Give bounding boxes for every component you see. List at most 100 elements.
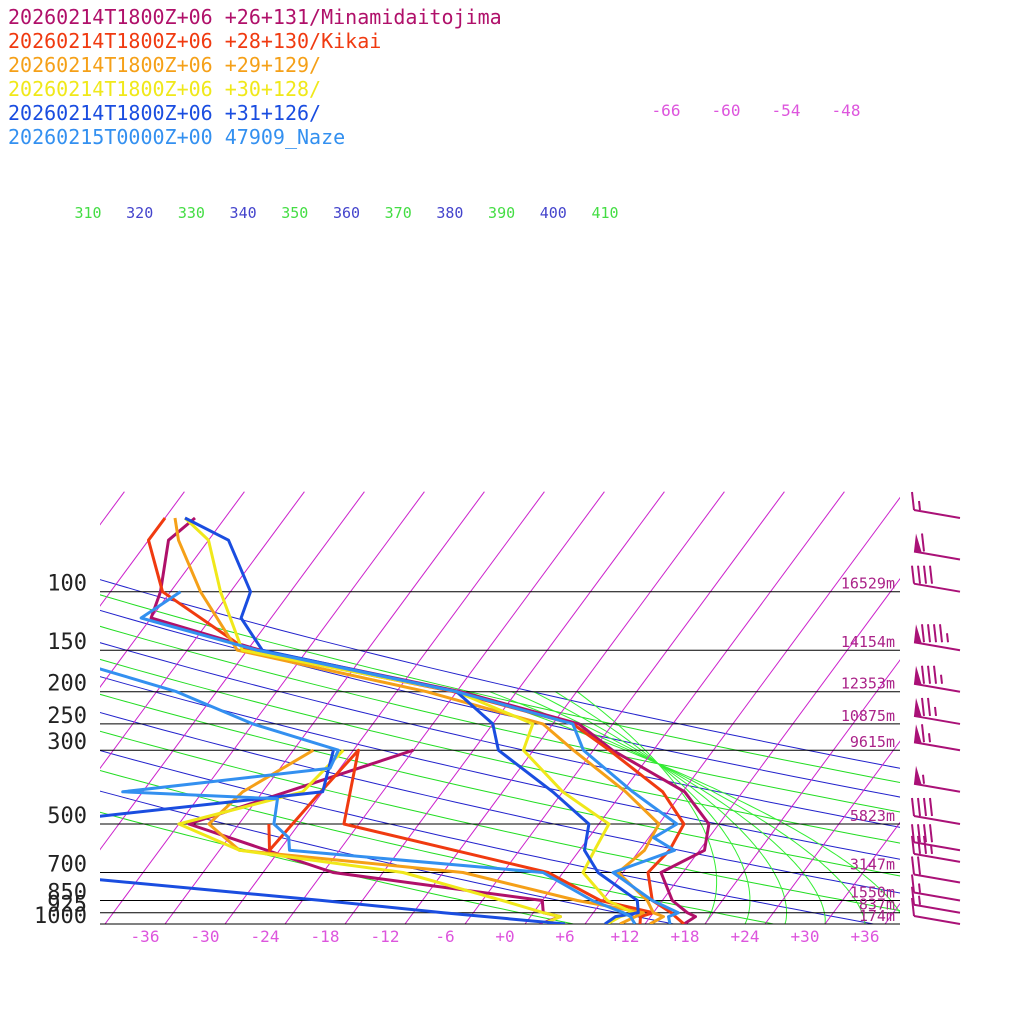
- pressure-label: 200: [47, 672, 87, 697]
- isotherm-line: [1005, 492, 1024, 924]
- pressure-label: 500: [47, 804, 87, 829]
- legend-entry: 20260214T1800Z+06 +30+128/: [8, 77, 321, 101]
- wind-barb: [911, 797, 961, 825]
- x-tick-label: +36: [851, 927, 880, 946]
- wind-barb: [911, 565, 961, 593]
- x-tick-label: -24: [251, 927, 280, 946]
- pressure-label: 1000: [34, 904, 87, 929]
- top-temp-label: -60: [712, 101, 741, 120]
- isotherm-line: [100, 491, 245, 688]
- temperature-profile: [139, 590, 680, 924]
- isotherm-line: [464, 491, 785, 924]
- theta-label: 350: [281, 204, 308, 222]
- wind-barb: [913, 724, 961, 752]
- x-tick-label: -36: [131, 927, 160, 946]
- dewpoint-profile: [100, 667, 637, 924]
- legend-entry: 20260214T1800Z+06 +28+130/Kikai: [8, 29, 381, 53]
- x-tick-label: +0: [495, 927, 514, 946]
- dry-adiabat-line: [100, 609, 900, 798]
- isotherm-line: [164, 491, 485, 924]
- dry-adiabat-line: [100, 693, 900, 877]
- theta-label: 330: [178, 204, 205, 222]
- theta-label: 390: [488, 204, 515, 222]
- isotherm-line: [100, 491, 365, 851]
- pressure-label: 100: [47, 572, 87, 597]
- height-label: 10875m: [841, 707, 895, 725]
- temperature-profile: [147, 517, 686, 924]
- theta-label: 380: [436, 204, 463, 222]
- dry-adiabat-line: [100, 594, 900, 784]
- theta-label: 370: [385, 204, 412, 222]
- wind-barb: [913, 533, 961, 561]
- height-label: 1550m: [850, 884, 895, 902]
- wind-barb: [911, 824, 961, 852]
- temperature-profile: [149, 516, 711, 924]
- pressure-label: 300: [47, 730, 87, 755]
- dry-adiabat-line: [100, 811, 577, 924]
- theta-label: 410: [591, 204, 618, 222]
- wind-barb: [911, 897, 961, 925]
- dry-adiabat-line: [100, 658, 900, 844]
- dry-adiabat-line: [100, 579, 900, 769]
- isotherm-line: [284, 491, 605, 924]
- height-label: 5823m: [850, 807, 895, 825]
- isotherm-line: [344, 491, 665, 924]
- pressure-label: 250: [47, 704, 87, 729]
- x-tick-label: +18: [671, 927, 700, 946]
- top-temp-label: -66: [652, 101, 681, 120]
- x-tick-label: +24: [731, 927, 760, 946]
- temperature-profile: [173, 517, 665, 924]
- isotherm-line: [764, 740, 900, 924]
- isotherm-line: [704, 659, 900, 924]
- wind-barb: [911, 491, 961, 519]
- x-tick-label: +30: [791, 927, 820, 946]
- x-tick-label: +6: [555, 927, 574, 946]
- dry-adiabat-line: [100, 750, 877, 924]
- wind-barb: [911, 856, 961, 884]
- moist-adiabat-line: [467, 691, 900, 914]
- x-tick-label: -30: [191, 927, 220, 946]
- x-tick-label: -18: [311, 927, 340, 946]
- isotherm-line: [884, 902, 900, 924]
- height-label: 14154m: [841, 633, 895, 651]
- x-tick-label: -6: [435, 927, 454, 946]
- isotherm-line: [524, 491, 845, 924]
- isotherm-line: [945, 492, 1024, 924]
- theta-label: 400: [540, 204, 567, 222]
- isotherm-line: [584, 496, 900, 924]
- pressure-label: 150: [47, 630, 87, 655]
- pressure-label: 700: [47, 853, 87, 878]
- wind-barb: [911, 835, 961, 863]
- wind-barb: [913, 765, 961, 793]
- theta-label: 320: [126, 204, 153, 222]
- dry-adiabat-line: [100, 790, 677, 924]
- dewpoint-profile: [177, 749, 562, 924]
- dry-adiabat-line: [100, 642, 900, 828]
- dry-adiabat-line: [100, 730, 900, 912]
- height-label: 12353m: [841, 675, 895, 693]
- wind-barb: [913, 624, 961, 652]
- height-label: 174m: [859, 907, 895, 925]
- height-label: 3147m: [850, 856, 895, 874]
- wind-barb: [913, 697, 961, 725]
- isotherm-line: [404, 491, 725, 924]
- isotherm-line: [100, 491, 305, 770]
- dry-adiabat-line: [100, 712, 900, 894]
- dry-adiabat-line: [100, 769, 777, 924]
- wind-barb: [911, 886, 961, 914]
- pressure-label: 925: [47, 893, 87, 918]
- top-temp-label: -54: [772, 101, 801, 120]
- isotherm-line: [100, 491, 185, 607]
- legend-entry: 20260214T1800Z+06 +29+129/: [8, 53, 321, 77]
- theta-label: 310: [74, 204, 101, 222]
- legend-entry: 20260214T1800Z+06 +26+131/Minamidaitojim…: [8, 5, 502, 29]
- dry-adiabat-line: [100, 625, 900, 813]
- legend-entry: 20260215T0000Z+00 47909_Naze: [8, 125, 345, 149]
- temperature-profile: [183, 516, 635, 924]
- wind-barb: [911, 874, 961, 902]
- dewpoint-profile: [267, 748, 655, 924]
- isotherm-line: [824, 821, 900, 924]
- height-label: 837m: [859, 896, 895, 914]
- x-tick-label: +12: [611, 927, 640, 946]
